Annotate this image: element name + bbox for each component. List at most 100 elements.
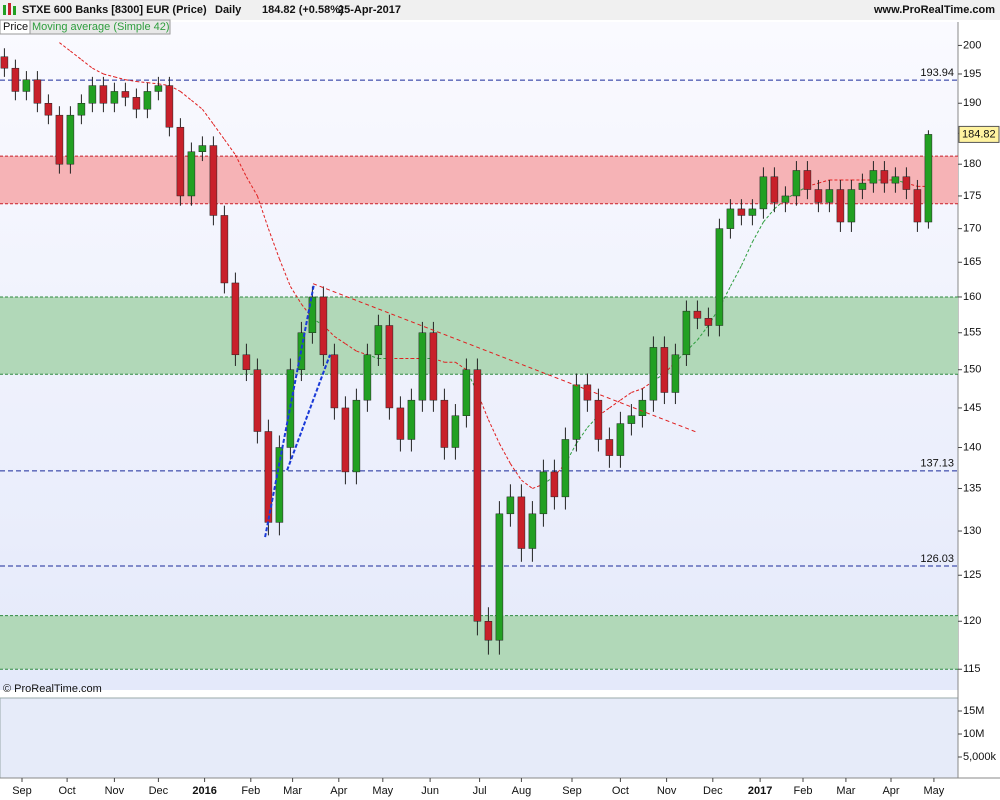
x-tick-label: Apr: [882, 785, 899, 797]
moving-average: [234, 154, 247, 178]
legend-ma: Moving average (Simple 42): [32, 21, 170, 33]
y-tick-label: 135: [963, 482, 981, 494]
x-tick-label: Feb: [794, 785, 813, 797]
candle-body: [132, 97, 141, 110]
moving-average: [191, 99, 203, 110]
candle-body: [121, 91, 130, 98]
candle-body: [539, 471, 548, 515]
moving-average: [158, 83, 170, 87]
trend-line: [312, 283, 698, 433]
trend-line: [264, 284, 315, 538]
moving-average: [136, 81, 148, 84]
candle-body: [33, 79, 42, 104]
candle-body: [902, 176, 911, 190]
candle-body: [803, 170, 812, 190]
y-tick-label: 165: [963, 256, 981, 268]
trend-line: [286, 354, 331, 471]
y-tick-label: 150: [963, 364, 981, 376]
candle-body: [638, 399, 647, 416]
x-tick-label: Jun: [421, 785, 439, 797]
candle-body: [264, 431, 273, 523]
candle-body: [418, 332, 427, 401]
copyright: © ProRealTime.com: [3, 683, 102, 695]
moving-average: [59, 42, 71, 52]
last-price-label: 184.82: [962, 128, 996, 140]
moving-average: [81, 59, 93, 69]
candle-body: [253, 369, 262, 432]
date: 25-Apr-2017: [338, 4, 401, 16]
y-tick-label: 120: [963, 615, 981, 627]
y-tick-label: 130: [963, 525, 981, 537]
x-tick-label: Dec: [703, 785, 723, 797]
moving-average: [509, 463, 522, 481]
candle-body: [462, 369, 471, 416]
moving-average: [521, 479, 533, 489]
icon: [8, 3, 11, 15]
y-tick-label: 175: [963, 190, 981, 202]
y-tick-label: 195: [963, 68, 981, 80]
x-tick-label: Nov: [105, 785, 125, 797]
candle-body: [737, 208, 746, 216]
moving-average: [356, 350, 368, 356]
moving-average: [818, 179, 830, 184]
candle-body: [858, 182, 867, 190]
candle-body: [880, 170, 889, 184]
candle-body: [319, 296, 328, 356]
candle-body: [440, 399, 449, 448]
moving-average: [180, 91, 192, 101]
moving-average: [609, 399, 621, 409]
candle-body: [374, 325, 383, 356]
y-tick-label: 200: [963, 39, 981, 51]
candle-body: [275, 447, 284, 523]
candle-body: [44, 102, 53, 116]
moving-average: [740, 241, 753, 266]
moving-average: [620, 392, 632, 401]
candle-body: [924, 134, 933, 223]
moving-average: [575, 427, 588, 444]
candle-body: [0, 56, 9, 69]
volume-tick-label: 5,000k: [963, 751, 997, 763]
candle-body: [770, 176, 779, 203]
moving-average: [587, 415, 599, 428]
y-tick-label: 115: [963, 663, 981, 675]
source: www.ProRealTime.com: [873, 4, 995, 16]
candle-body: [99, 85, 108, 104]
y-tick-label: 140: [963, 441, 981, 453]
candle-body: [627, 415, 636, 424]
candle-body: [330, 354, 339, 409]
candle-body: [847, 189, 856, 223]
candle-body: [759, 176, 768, 210]
candle-body: [869, 170, 878, 184]
moving-average: [334, 335, 346, 345]
candle-body: [649, 347, 658, 401]
zone: [0, 156, 958, 204]
candle-body: [385, 325, 394, 409]
moving-average: [114, 76, 126, 81]
last-quote: 184.82 (+0.58%): [262, 4, 344, 16]
moving-average: [564, 443, 577, 464]
candle-body: [66, 114, 75, 165]
candle-body: [363, 354, 372, 401]
moving-average: [103, 73, 115, 78]
candle-body: [154, 85, 163, 92]
y-tick-label: 145: [963, 402, 981, 414]
candle-body: [913, 189, 922, 223]
candle-body: [209, 145, 218, 216]
moving-average: [631, 388, 643, 393]
moving-average: [201, 108, 214, 125]
candle-body: [495, 513, 504, 641]
candle-body: [506, 496, 515, 515]
candle-body: [836, 189, 845, 223]
candle-body: [187, 151, 196, 197]
moving-average: [345, 343, 357, 352]
candle-body: [572, 384, 581, 440]
moving-average: [289, 286, 302, 305]
chart-title: STXE 600 Banks [8300] EUR (Price): [22, 4, 207, 16]
candle-body: [726, 208, 735, 229]
x-tick-label: Mar: [836, 785, 855, 797]
moving-average: [256, 195, 269, 229]
candle-body: [55, 114, 64, 165]
y-tick-label: 160: [963, 291, 981, 303]
moving-average: [729, 265, 742, 287]
candle-body: [528, 513, 537, 549]
